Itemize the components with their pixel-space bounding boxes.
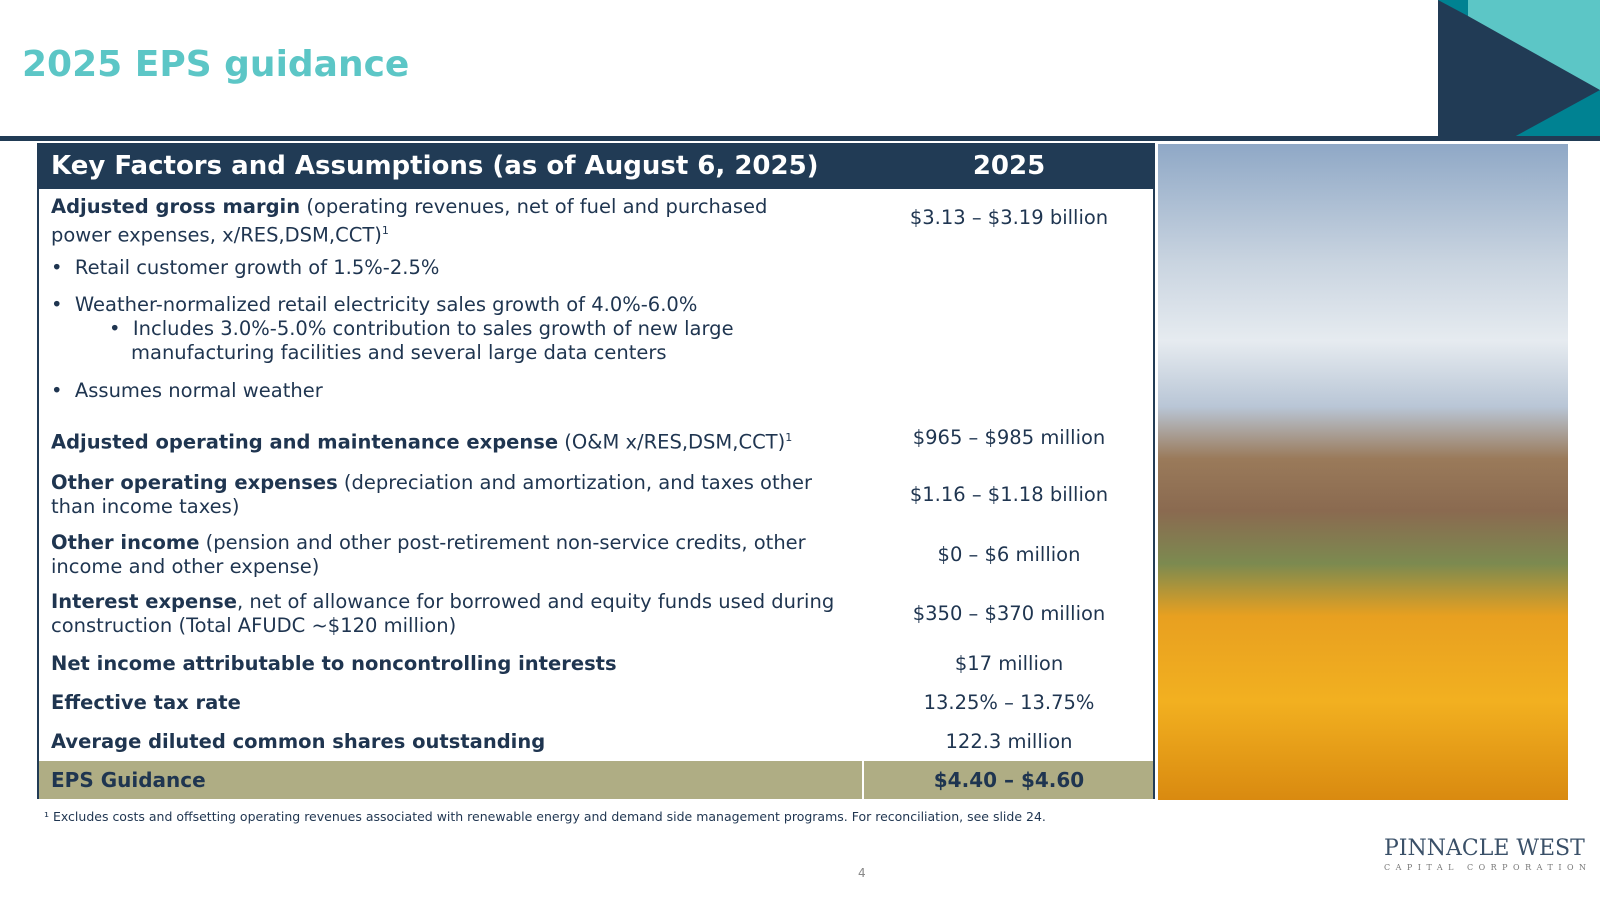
list-item: • Assumes normal weather bbox=[51, 379, 323, 402]
corner-decoration bbox=[1438, 0, 1600, 137]
eps-value: $4.40 – $4.60 bbox=[933, 768, 1085, 792]
table-row: Other operating expenses (depreciation a… bbox=[51, 471, 813, 518]
header-left: Key Factors and Assumptions (as of Augus… bbox=[51, 151, 819, 181]
desert-landscape-photo bbox=[1158, 144, 1568, 800]
eps-label: EPS Guidance bbox=[51, 768, 206, 792]
row-value: $965 – $985 million bbox=[912, 426, 1106, 449]
page-number: 4 bbox=[858, 866, 866, 880]
row-value: $1.16 – $1.18 billion bbox=[909, 483, 1109, 506]
table-row: Adjusted gross margin (operating revenue… bbox=[51, 195, 768, 247]
list-item: • Weather-normalized retail electricity … bbox=[51, 293, 698, 316]
row-value: $350 – $370 million bbox=[912, 602, 1106, 625]
page-title: 2025 EPS guidance bbox=[22, 44, 410, 85]
company-logo: PINNACLE WEST CAPITAL CORPORATION bbox=[1384, 836, 1592, 872]
list-item: • Includes 3.0%-5.0% contribution to sal… bbox=[109, 317, 734, 364]
row-value: 122.3 million bbox=[945, 730, 1073, 753]
row-value: $3.13 – $3.19 billion bbox=[909, 206, 1109, 229]
table-row: Other income (pension and other post-ret… bbox=[51, 531, 806, 578]
table-row: Effective tax rate bbox=[51, 691, 241, 714]
eps-guidance-row: EPS Guidance $4.40 – $4.60 bbox=[39, 761, 1153, 799]
list-item: • Retail customer growth of 1.5%-2.5% bbox=[51, 256, 440, 279]
row-value: 13.25% – 13.75% bbox=[923, 691, 1095, 714]
table-row: Net income attributable to noncontrollin… bbox=[51, 652, 617, 675]
table-header: Key Factors and Assumptions (as of Augus… bbox=[39, 143, 1153, 189]
header-right: 2025 bbox=[972, 151, 1046, 181]
table-row: Average diluted common shares outstandin… bbox=[51, 730, 546, 753]
footnote: ¹ Excludes costs and offsetting operatin… bbox=[44, 809, 1046, 824]
row-value: $0 – $6 million bbox=[937, 543, 1081, 566]
header-rule bbox=[0, 136, 1600, 141]
table-row: Interest expense, net of allowance for b… bbox=[51, 590, 835, 637]
row-value: $17 million bbox=[954, 652, 1064, 675]
table-row: Adjusted operating and maintenance expen… bbox=[51, 430, 793, 454]
assumptions-table: Key Factors and Assumptions (as of Augus… bbox=[37, 143, 1155, 799]
